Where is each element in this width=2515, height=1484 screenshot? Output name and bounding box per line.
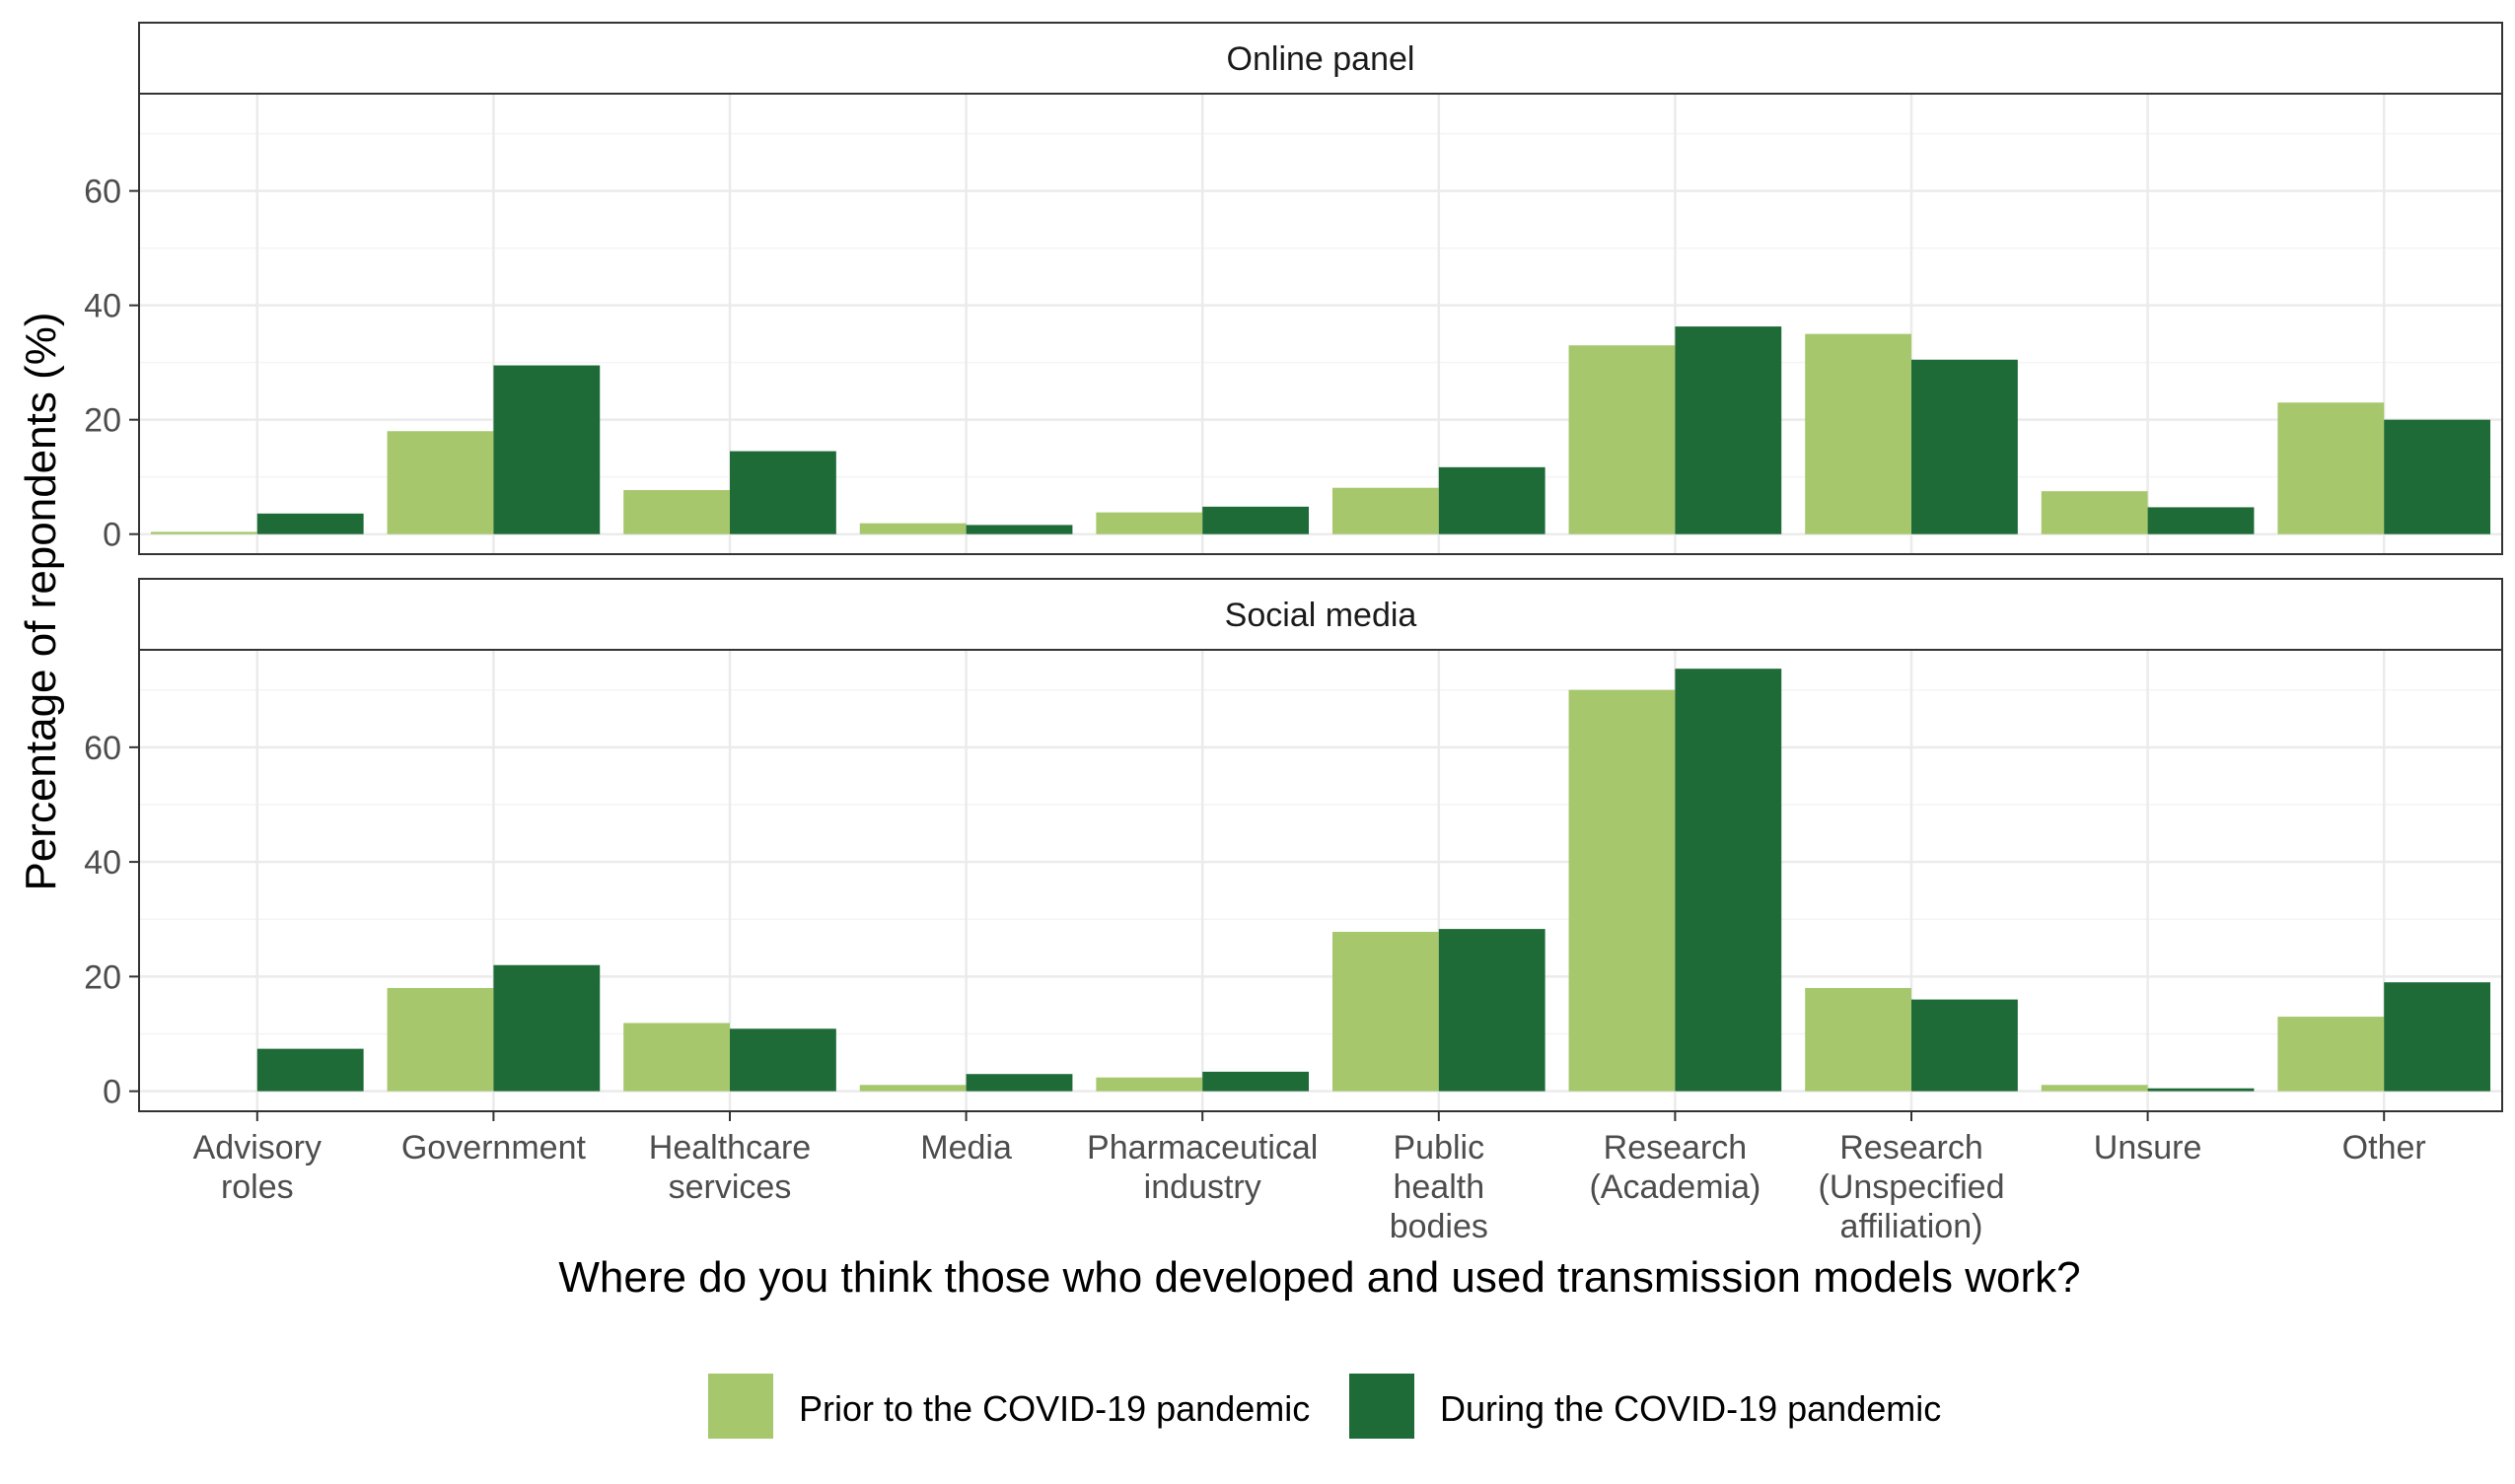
- y-tick-label: 40: [84, 288, 121, 325]
- bar-prior: [623, 1023, 730, 1092]
- bar-prior: [1805, 333, 1911, 534]
- bar-during: [2384, 419, 2491, 534]
- x-tick-label: Research (Academia): [1589, 1129, 1760, 1206]
- bar-during: [1911, 359, 2018, 534]
- legend-swatch-prior: [708, 1374, 773, 1439]
- bar-prior: [387, 431, 494, 534]
- x-tick-label: Media: [920, 1129, 1012, 1166]
- bar-during: [966, 525, 1073, 534]
- bar-prior: [1096, 1077, 1203, 1092]
- bar-prior: [2041, 491, 2148, 534]
- bar-during: [493, 964, 601, 1092]
- bar-prior: [2277, 1017, 2385, 1092]
- x-tick-label: Research (Unspecified affiliation): [1819, 1129, 2005, 1245]
- bar-during: [256, 1048, 364, 1092]
- bar-prior: [859, 1085, 967, 1092]
- facet-strip: [138, 22, 2503, 95]
- bar-during: [1438, 466, 1545, 534]
- facet-panel: Social media 0 20 40 60: [84, 578, 2503, 1112]
- bar-prior: [859, 523, 967, 534]
- bar-prior: [1096, 512, 1203, 534]
- panel-border: [138, 649, 2503, 1112]
- x-tick-label: Unsure: [2094, 1129, 2202, 1166]
- bar-prior: [2041, 1085, 2148, 1092]
- x-tick-labels: Advisory roles Government Healthcare service…: [193, 1111, 2426, 1245]
- y-tick-label: 60: [84, 174, 121, 211]
- bar-during: [2384, 982, 2491, 1092]
- bar-prior: [1568, 689, 1676, 1092]
- x-tick-label: Advisory roles: [193, 1129, 322, 1206]
- bar-during: [730, 451, 836, 534]
- y-axis-title: Percentage of repondents (%): [17, 312, 65, 890]
- bar-during: [1675, 326, 1782, 534]
- bar-during: [1202, 506, 1310, 534]
- facet-strip: [138, 578, 2503, 651]
- bar-prior: [387, 988, 494, 1092]
- x-tick-label: Healthcare services: [649, 1129, 811, 1206]
- x-axis-title: Where do you think those who developed a…: [558, 1253, 2080, 1302]
- y-tick-label: 20: [84, 402, 121, 440]
- bar-prior: [1805, 988, 1911, 1092]
- facet-title: Social media: [1225, 597, 1417, 634]
- y-tick-label: 60: [84, 730, 121, 767]
- facet-panel: Online panel 0 20 40 60: [84, 22, 2503, 555]
- bar-during: [1675, 669, 1782, 1092]
- bar-during: [493, 365, 601, 534]
- y-tick-label: 20: [84, 958, 121, 996]
- bar-during: [1202, 1071, 1310, 1092]
- y-tick-label: 0: [103, 517, 121, 554]
- panel-border: [138, 93, 2503, 555]
- x-tick-label: Government: [401, 1129, 587, 1166]
- legend-swatch-during: [1349, 1374, 1414, 1439]
- bar-during: [1911, 999, 2018, 1092]
- bar-during: [2147, 1088, 2255, 1092]
- y-tick-label: 0: [103, 1074, 121, 1111]
- facet-title: Online panel: [1227, 40, 1415, 78]
- x-tick-label: Other: [2342, 1129, 2426, 1166]
- x-tick-label: Pharmaceutical industry: [1087, 1129, 1318, 1206]
- bar-prior: [1568, 345, 1676, 534]
- bar-prior: [1331, 932, 1439, 1092]
- bar-prior: [150, 531, 257, 534]
- x-tick-label: Public health bodies: [1390, 1129, 1488, 1245]
- bar-during: [256, 513, 364, 534]
- bar-during: [730, 1028, 836, 1092]
- bar-prior: [623, 490, 730, 534]
- bar-during: [2147, 507, 2255, 534]
- legend-label-during: During the COVID-19 pandemic: [1440, 1388, 1941, 1429]
- y-tick-label: 40: [84, 844, 121, 882]
- bar-during: [1438, 929, 1545, 1092]
- legend: Prior to the COVID-19 pandemic During th…: [708, 1374, 1941, 1439]
- legend-label-prior: Prior to the COVID-19 pandemic: [799, 1388, 1310, 1429]
- bar-prior: [1331, 487, 1439, 534]
- panels-layer: Online panel 0 20 40 60 Social media 0 20 40 60: [84, 22, 2503, 1112]
- bar-during: [966, 1074, 1073, 1092]
- bar-prior: [2277, 402, 2385, 534]
